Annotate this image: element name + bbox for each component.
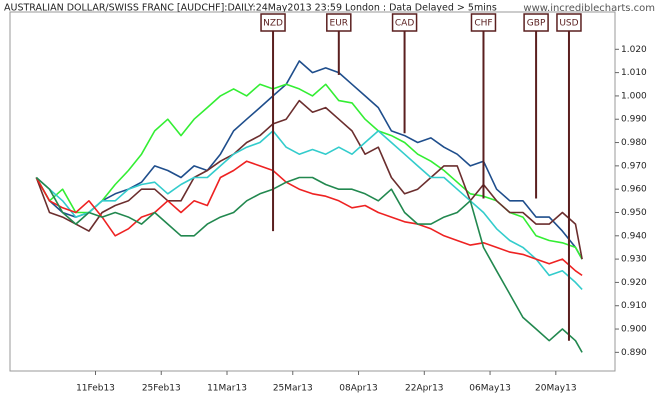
x-tick-label: 06May13 [469, 384, 511, 394]
y-tick-label: 0.930 [621, 255, 647, 265]
x-tick-label: 25Feb13 [142, 384, 181, 394]
series-line [35, 99, 583, 260]
x-tick-label: 08Apr13 [339, 384, 377, 394]
annotation-label: EUR [330, 19, 349, 29]
y-tick-label: 0.970 [621, 161, 647, 171]
x-tick-label: 20May13 [535, 384, 577, 394]
series-line [35, 130, 583, 290]
x-tick-label: 25Mar13 [273, 384, 313, 394]
y-tick-label: 0.890 [621, 348, 647, 358]
annotation-box [326, 13, 352, 32]
plot-frame [9, 11, 616, 372]
series-line [35, 160, 583, 277]
annotation-box [391, 13, 418, 32]
x-tick-label: 11Mar13 [207, 384, 247, 394]
watermark: www.incrediblecharts.com [523, 3, 655, 14]
x-tick-label: 11Feb13 [76, 384, 115, 394]
annotation-box [523, 13, 549, 32]
annotation-box [556, 13, 582, 32]
annotation-label: USD [559, 19, 578, 29]
annotation-label: NZD [263, 19, 283, 29]
y-tick-label: 0.900 [621, 325, 647, 335]
y-tick-label: 1.010 [621, 68, 647, 78]
annotation-box [260, 13, 286, 32]
y-tick-label: 0.910 [621, 301, 647, 311]
annotation-label: CAD [395, 19, 414, 29]
y-tick-label: 0.990 [621, 115, 647, 125]
y-tick-label: 0.950 [621, 208, 647, 218]
annotation-box [470, 13, 497, 32]
y-tick-label: 0.940 [621, 231, 647, 241]
x-tick-label: 22Apr13 [405, 384, 443, 394]
y-tick-label: 0.980 [621, 138, 647, 148]
y-tick-label: 1.020 [621, 45, 647, 55]
annotation-label: CHF [474, 19, 492, 29]
series-line [35, 176, 583, 353]
annotation-label: GBP [527, 19, 546, 29]
y-tick-label: 0.920 [621, 278, 647, 288]
y-tick-label: 1.000 [621, 91, 647, 101]
chart-title: AUSTRALIAN DOLLAR/SWISS FRANC [AUDCHF]:D… [4, 3, 497, 14]
y-tick-label: 0.960 [621, 185, 647, 195]
